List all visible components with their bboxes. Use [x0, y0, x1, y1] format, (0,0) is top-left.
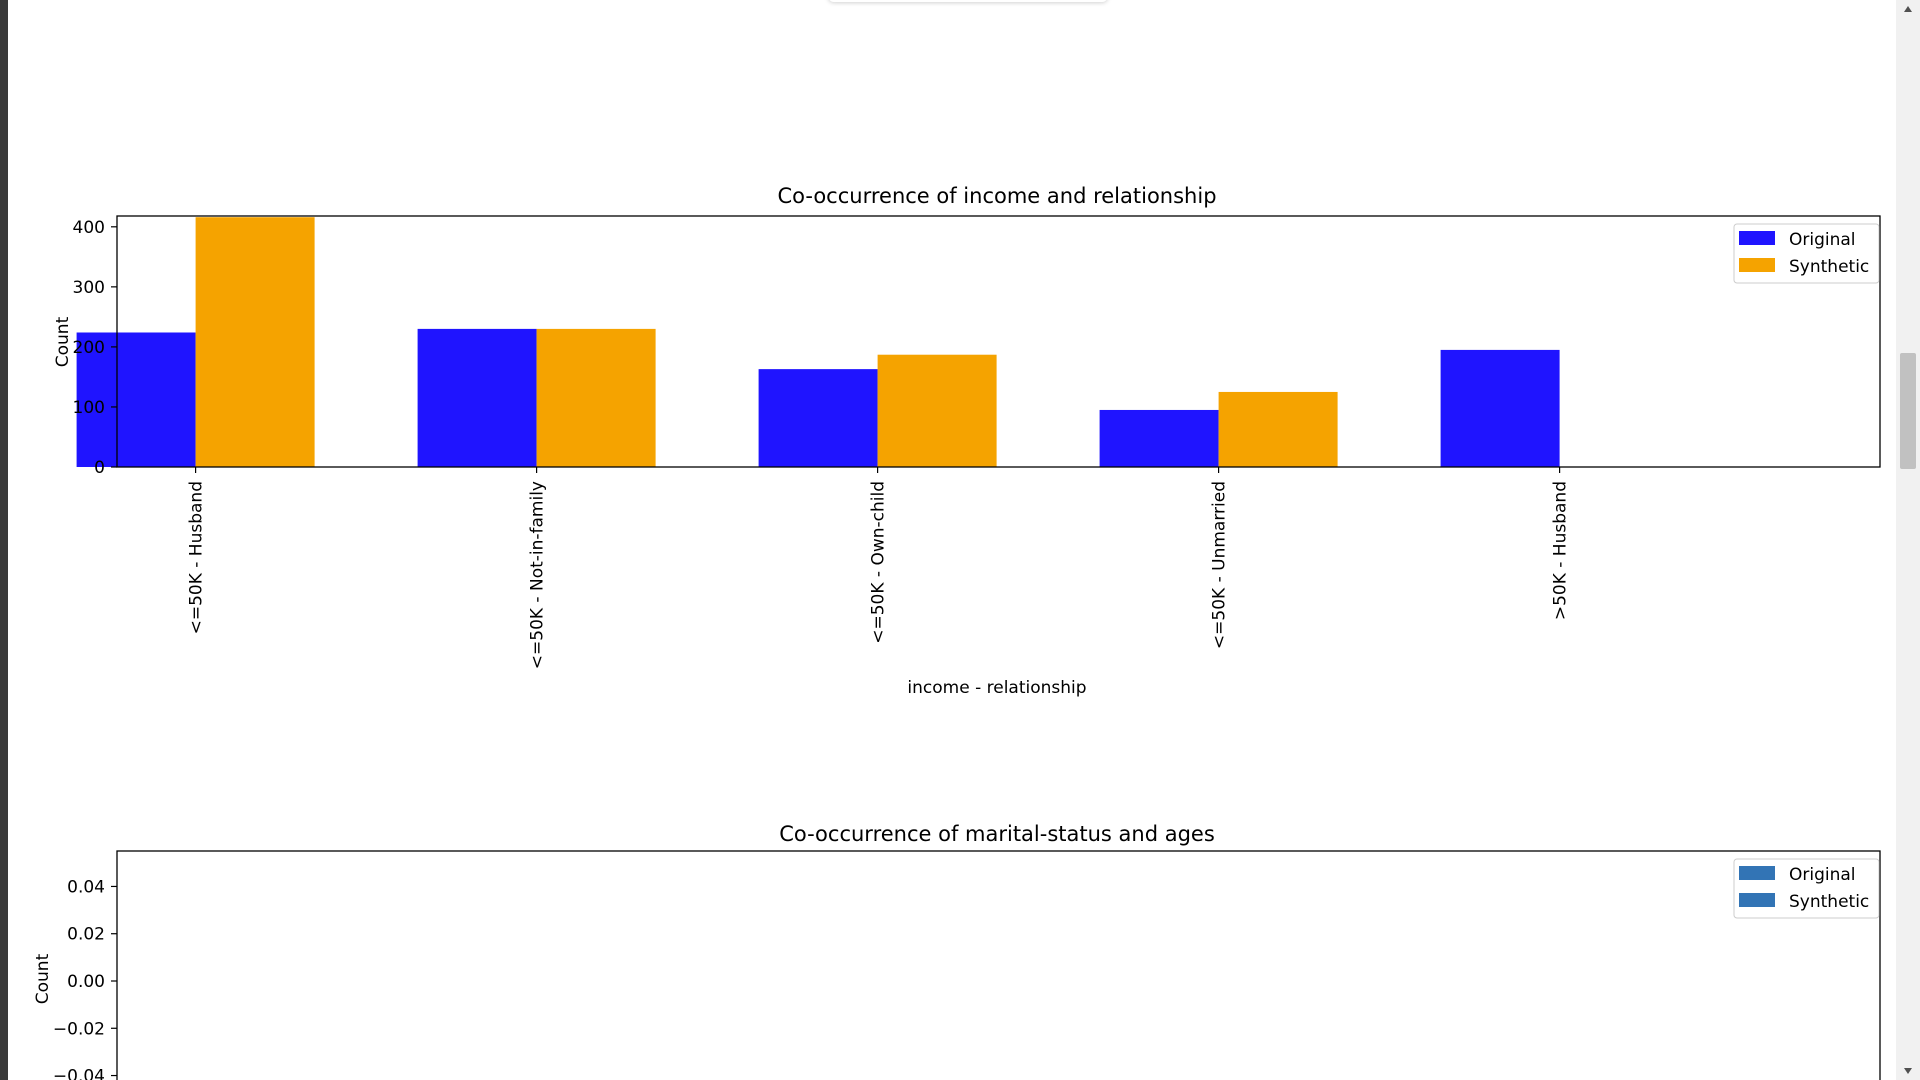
- bar-original-2: [758, 369, 878, 467]
- income-relationship-chart: Co-occurrence of income and relationship…: [53, 184, 1881, 698]
- bar-synthetic-3: [1218, 391, 1338, 467]
- x-tick-label: >50K - Husband: [1551, 481, 1571, 620]
- bar-original-4: [1440, 349, 1560, 467]
- bar-original-1: [417, 328, 537, 467]
- legend1-synthetic-label: Synthetic: [1789, 257, 1869, 277]
- legend1-original-swatch: [1739, 231, 1775, 245]
- bar-original-0: [76, 332, 196, 467]
- y-tick-label: 300: [73, 278, 105, 298]
- legend2-original-swatch: [1739, 866, 1775, 880]
- chart2-plot-frame: [116, 850, 1881, 1080]
- floating-toolbar: [828, 0, 1108, 2]
- chart1-plot-frame: [116, 215, 1881, 468]
- y-tick-label: 0.02: [67, 925, 105, 945]
- chart1-x-axis-label: income - relationship: [907, 678, 1086, 698]
- legend2-synthetic-label: Synthetic: [1789, 892, 1869, 912]
- y-tick-label: −0.02: [53, 1019, 105, 1039]
- y-tick-label: 0.04: [67, 877, 105, 897]
- bar-synthetic-1: [536, 328, 656, 467]
- vertical-scrollbar[interactable]: [1896, 0, 1920, 1080]
- y-tick-label: 200: [73, 338, 105, 358]
- chart2-title: Co-occurrence of marital-status and ages: [779, 822, 1215, 846]
- triangle-down-icon[interactable]: [1896, 1062, 1920, 1080]
- chart2-legend: Original Synthetic: [1733, 858, 1880, 919]
- chart2-y-axis-label: Count: [33, 953, 53, 1004]
- bar-synthetic-2: [877, 354, 997, 467]
- y-tick-label: 0: [94, 458, 105, 478]
- chart1-y-axis-label: Count: [53, 316, 73, 367]
- x-tick-label: <=50K - Unmarried: [1210, 481, 1230, 649]
- y-tick-label: −0.04: [53, 1067, 105, 1080]
- y-tick-label: 100: [73, 398, 105, 418]
- y-tick-label: 0.00: [67, 972, 105, 992]
- legend1-original-label: Original: [1789, 230, 1856, 250]
- marital-status-ages-chart: Co-occurrence of marital-status and ages…: [33, 822, 1881, 1080]
- x-tick-label: <=50K - Husband: [187, 481, 207, 634]
- scrollbar-thumb[interactable]: [1900, 353, 1916, 469]
- notebook-output-area: Co-occurrence of income and relationship…: [8, 0, 1896, 1080]
- chart1-title: Co-occurrence of income and relationship: [777, 184, 1216, 208]
- legend1-synthetic-swatch: [1739, 258, 1775, 272]
- triangle-up-icon[interactable]: [1896, 0, 1920, 18]
- x-tick-label: <=50K - Own-child: [869, 481, 889, 644]
- x-tick-label: <=50K - Not-in-family: [528, 481, 548, 669]
- chart1-legend: Original Synthetic: [1733, 223, 1880, 284]
- legend2-original-label: Original: [1789, 865, 1856, 885]
- y-tick-label: 400: [73, 218, 105, 238]
- legend2-synthetic-swatch: [1739, 893, 1775, 907]
- bar-synthetic-0: [195, 217, 315, 467]
- bar-original-3: [1099, 409, 1219, 467]
